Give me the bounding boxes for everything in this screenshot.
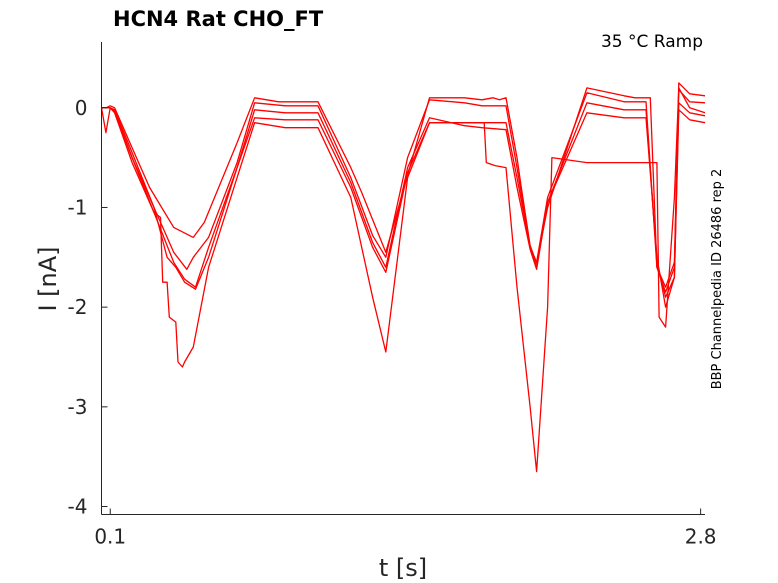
y-tick-label: -1 — [68, 195, 88, 219]
chart-title: HCN4 Rat CHO_FT — [113, 7, 324, 31]
source-note: BBP Channelpedia ID 26486 rep 2 — [710, 169, 725, 390]
trace-4 — [101, 107, 706, 308]
y-tick-label: -4 — [68, 495, 88, 519]
trace-3 — [101, 102, 706, 298]
chart-subtitle: 35 °C Ramp — [601, 32, 703, 52]
y-ticks: 0 -1 -2 -3 -4 — [68, 96, 108, 519]
y-tick-label: -3 — [68, 395, 88, 419]
x-ticks: 0.1 2.8 — [94, 508, 717, 549]
y-axis-label: I [nA] — [34, 246, 62, 311]
x-axis-label: t [s] — [379, 554, 427, 582]
y-tick-label: -2 — [68, 295, 88, 319]
trace-1 — [101, 82, 706, 288]
y-tick-label: 0 — [75, 96, 88, 120]
trace-5 — [100, 87, 706, 473]
x-tick-label: 0.1 — [94, 525, 126, 549]
traces — [100, 82, 706, 473]
x-tick-label: 2.8 — [685, 525, 717, 549]
plot-area — [100, 82, 706, 473]
